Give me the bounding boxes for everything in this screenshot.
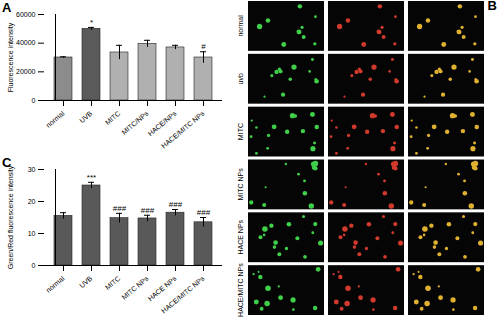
svg-text:uvb: uvb xyxy=(237,73,244,84)
svg-text:0: 0 xyxy=(32,262,36,269)
svg-text:Fluorescence intensity: Fluorescence intensity xyxy=(7,22,15,92)
svg-text:MITC NPs: MITC NPs xyxy=(120,274,150,301)
svg-text:normal: normal xyxy=(237,15,244,37)
svg-text:HACE/MITC NPs: HACE/MITC NPs xyxy=(237,263,244,317)
svg-text:HACE NPs: HACE NPs xyxy=(237,219,244,254)
svg-text:0: 0 xyxy=(32,97,36,104)
svg-text:10: 10 xyxy=(28,230,36,237)
svg-text:#: # xyxy=(201,42,206,51)
svg-text:*: * xyxy=(90,18,93,27)
svg-text:30: 30 xyxy=(28,166,36,173)
svg-text:***: *** xyxy=(87,173,96,182)
html-text:C: C xyxy=(2,155,12,170)
svg-text:40000: 40000 xyxy=(16,39,36,46)
svg-text:HACE/MITC NPs: HACE/MITC NPs xyxy=(160,274,206,314)
svg-text:MITC/NPs: MITC/NPs xyxy=(120,109,150,136)
svg-text:60000: 60000 xyxy=(16,11,36,18)
svg-text:20: 20 xyxy=(28,198,36,205)
html-text:A: A xyxy=(2,0,12,15)
svg-text:MITC: MITC xyxy=(104,110,122,126)
svg-text:normal: normal xyxy=(45,109,66,128)
svg-text:MITC: MITC xyxy=(104,275,122,291)
svg-text:###: ### xyxy=(141,206,155,215)
svg-text:20000: 20000 xyxy=(16,68,36,75)
svg-text:###: ### xyxy=(169,200,183,209)
svg-text:UVB: UVB xyxy=(78,109,94,124)
svg-text:Green/Red fluorescence intensi: Green/Red fluorescence intensity xyxy=(7,165,15,269)
svg-text:normal: normal xyxy=(45,274,66,293)
svg-text:HACE NPs: HACE NPs xyxy=(146,274,178,303)
svg-text:MITC: MITC xyxy=(237,123,244,140)
svg-text:###: ### xyxy=(197,208,211,217)
svg-text:###: ### xyxy=(113,204,127,213)
svg-text:MITC NPs: MITC NPs xyxy=(237,168,244,201)
svg-text:HACE/NPs: HACE/NPs xyxy=(146,109,178,138)
svg-text:UVB: UVB xyxy=(78,274,94,289)
svg-text:HACE/MITC NPs: HACE/MITC NPs xyxy=(160,109,206,149)
